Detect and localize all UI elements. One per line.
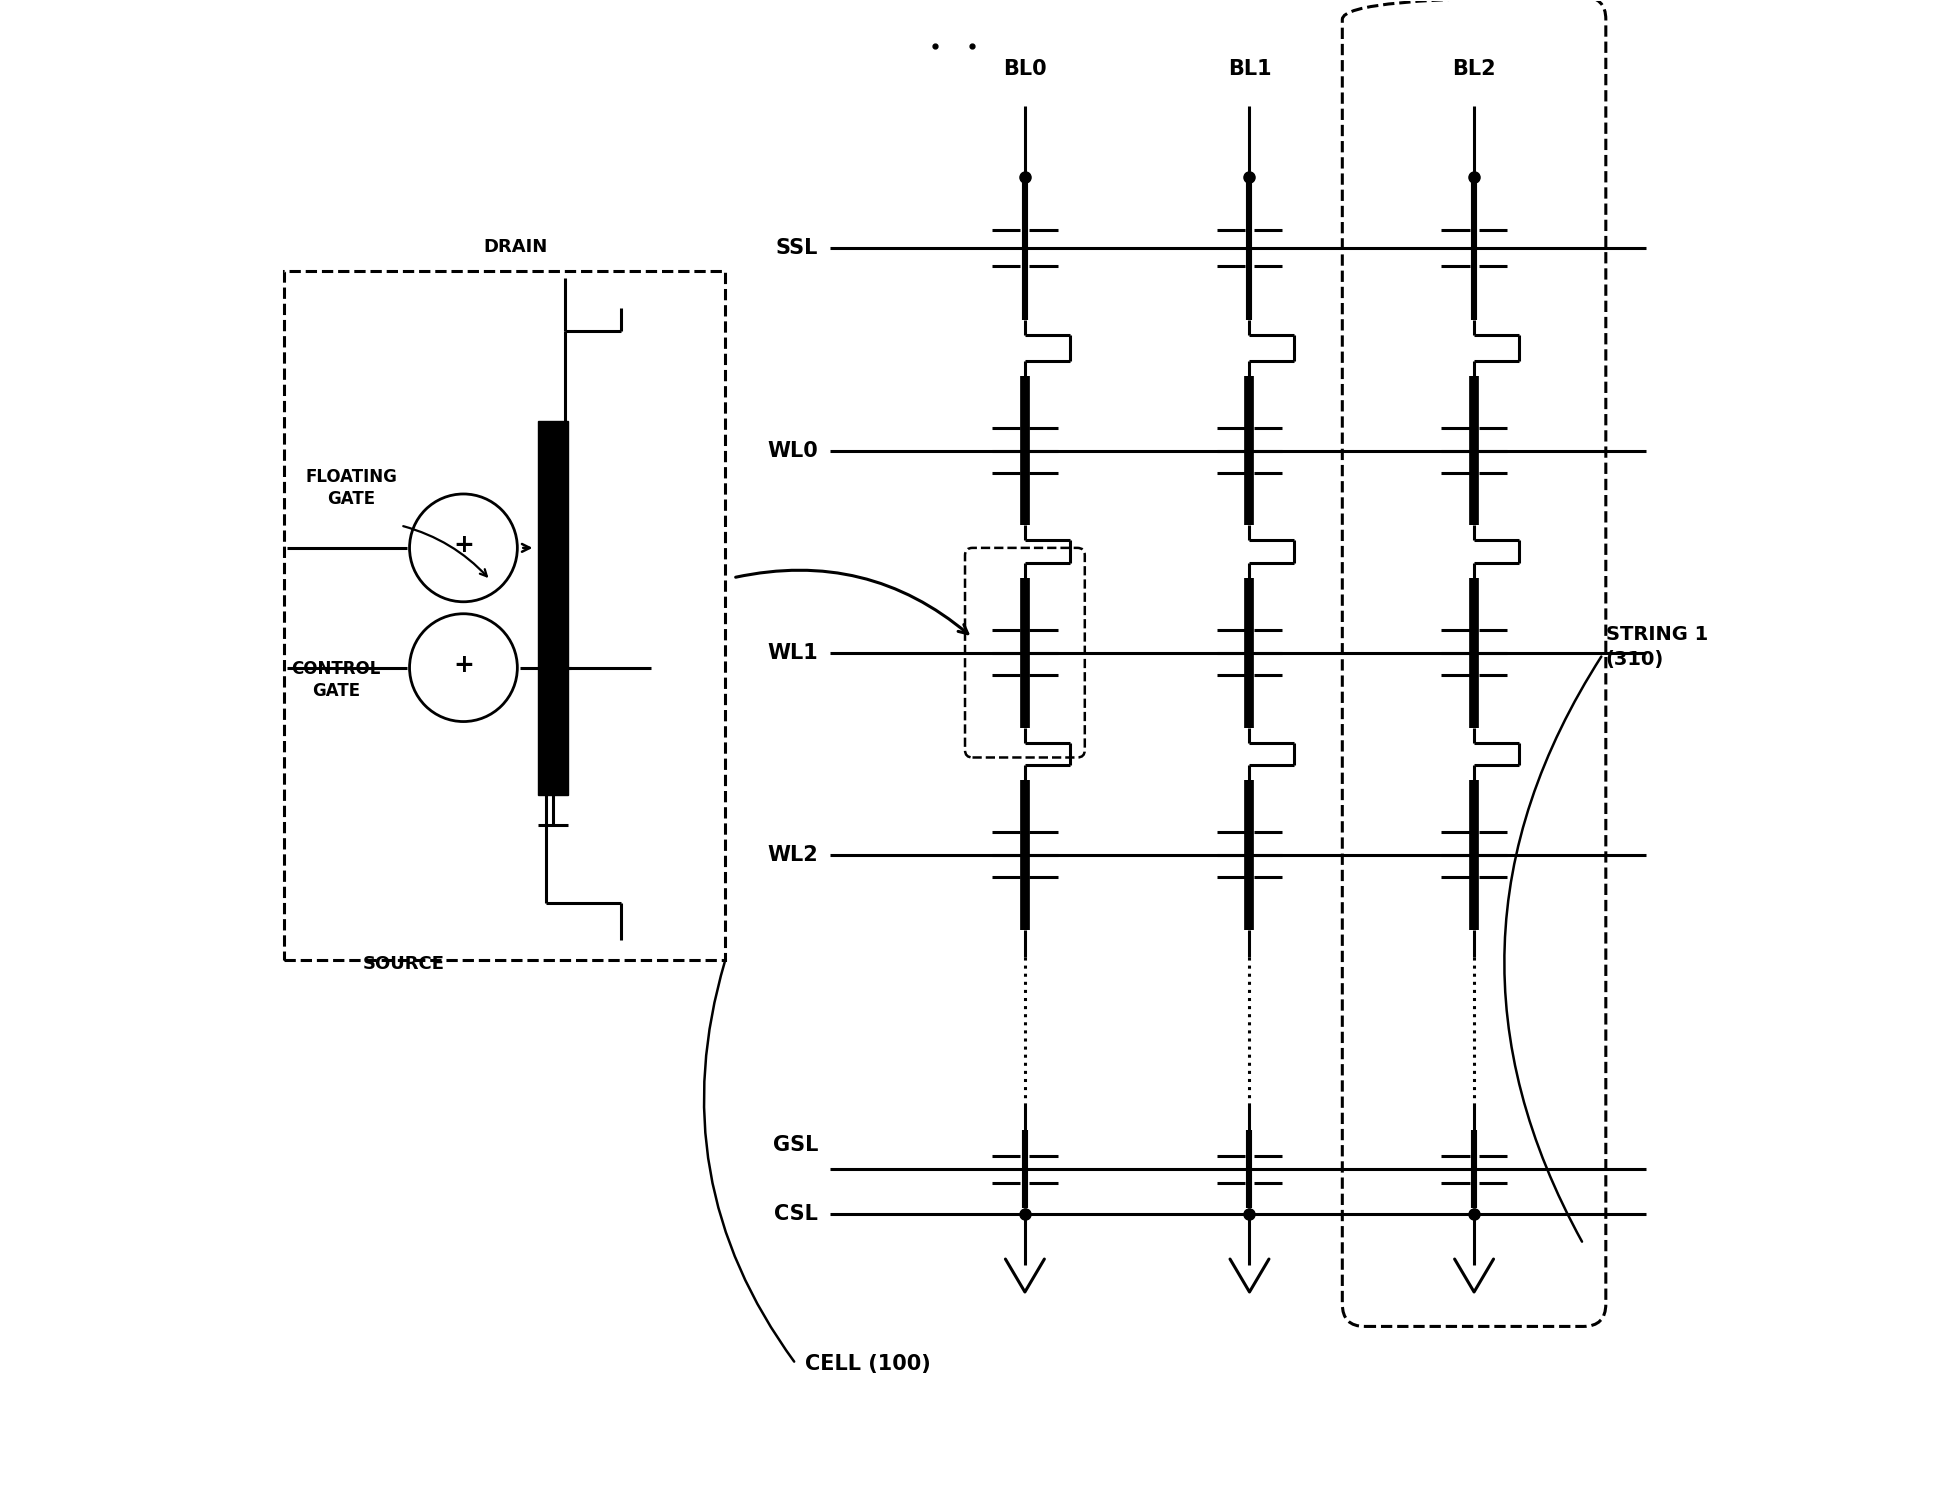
Text: WL0: WL0 [768,441,819,460]
Text: WL1: WL1 [768,642,819,663]
Text: CONTROL
GATE: CONTROL GATE [292,660,381,699]
Text: BL2: BL2 [1453,58,1496,80]
Text: +: + [453,532,475,556]
Text: BL1: BL1 [1227,58,1272,80]
Text: SOURCE: SOURCE [362,956,445,974]
Text: SSL: SSL [776,238,819,258]
Bar [539,420,568,795]
Text: +: + [453,652,475,676]
Text: WL2: WL2 [768,844,819,865]
Text: GSL: GSL [772,1136,819,1155]
Text: BL0: BL0 [1004,58,1046,80]
Text: CSL: CSL [774,1204,819,1224]
Text: CELL (100): CELL (100) [805,1354,930,1374]
Text: DRAIN: DRAIN [484,238,548,256]
Text: FLOATING
GATE: FLOATING GATE [305,468,397,509]
Text: STRING 1
(310): STRING 1 (310) [1607,624,1708,669]
